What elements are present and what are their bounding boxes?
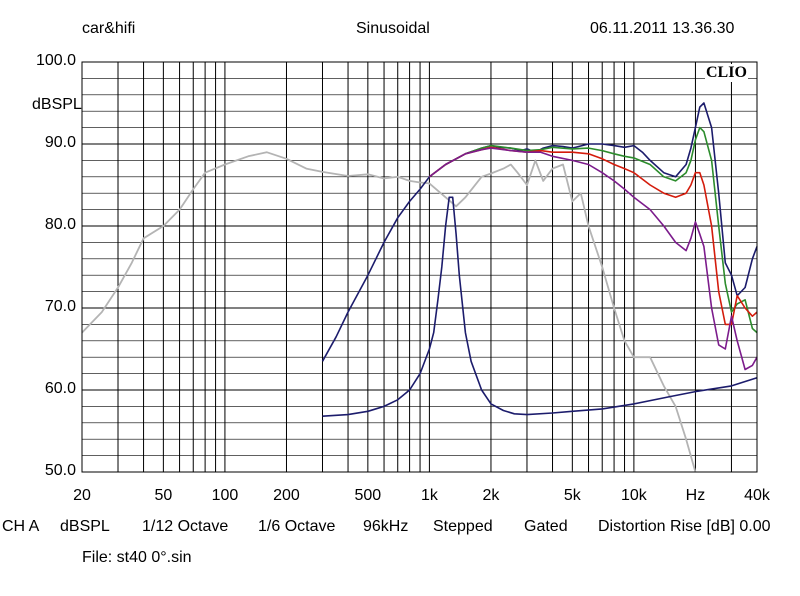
x-tick-label: 1k [420, 487, 438, 504]
plot-border [81, 61, 758, 473]
y-tick-label: 80.0 [44, 216, 76, 233]
footer-smoothing-1: 1/12 Octave [142, 518, 229, 535]
series-line-30deg [428, 146, 758, 326]
x-tick-label: 500 [354, 487, 382, 504]
header-timestamp: 06.11.2011 13.36.30 [590, 20, 735, 37]
y-tick-label: 50.0 [44, 462, 76, 479]
y-axis-label: dBSPL [32, 96, 82, 113]
series-line-distortion [322, 196, 758, 417]
y-tick-label: 70.0 [44, 298, 76, 315]
x-tick-label: 20 [73, 487, 91, 504]
series-line-reference [81, 151, 697, 473]
footer-channel: CH A [2, 518, 40, 535]
footer-smoothing-2: 1/6 Octave [258, 518, 336, 535]
x-tick-label: 5k [563, 487, 581, 504]
x-tick-label: 2k [482, 487, 500, 504]
footer-distortion: Distortion Rise [dB] 0.00 [598, 518, 771, 535]
x-tick-label: 100 [211, 487, 239, 504]
footer-unit: dBSPL [60, 518, 110, 535]
footer-rate: 96kHz [363, 518, 409, 535]
footer-mode: Stepped [433, 518, 493, 535]
x-tick-label: 50 [154, 487, 173, 504]
footer-gating: Gated [524, 518, 568, 535]
clio-logo: CLIO [705, 64, 748, 82]
header-center-title: Sinusoidal [356, 20, 430, 37]
series-line-45deg [428, 147, 758, 371]
file-name: File: st40 0°.sin [82, 549, 192, 566]
x-tick-label: Hz [685, 487, 706, 504]
series-line-on-axis [321, 102, 758, 362]
series-line-15deg [428, 126, 758, 334]
y-tick-label: 90.0 [44, 134, 76, 151]
x-tick-label: 200 [273, 487, 300, 504]
x-tick-label: 40k [744, 487, 770, 504]
header-left-title: car&hifi [82, 20, 136, 37]
y-tick-label: 60.0 [44, 380, 76, 397]
y-tick-label: 100.0 [35, 52, 76, 69]
x-tick-label: 10k [620, 487, 647, 504]
